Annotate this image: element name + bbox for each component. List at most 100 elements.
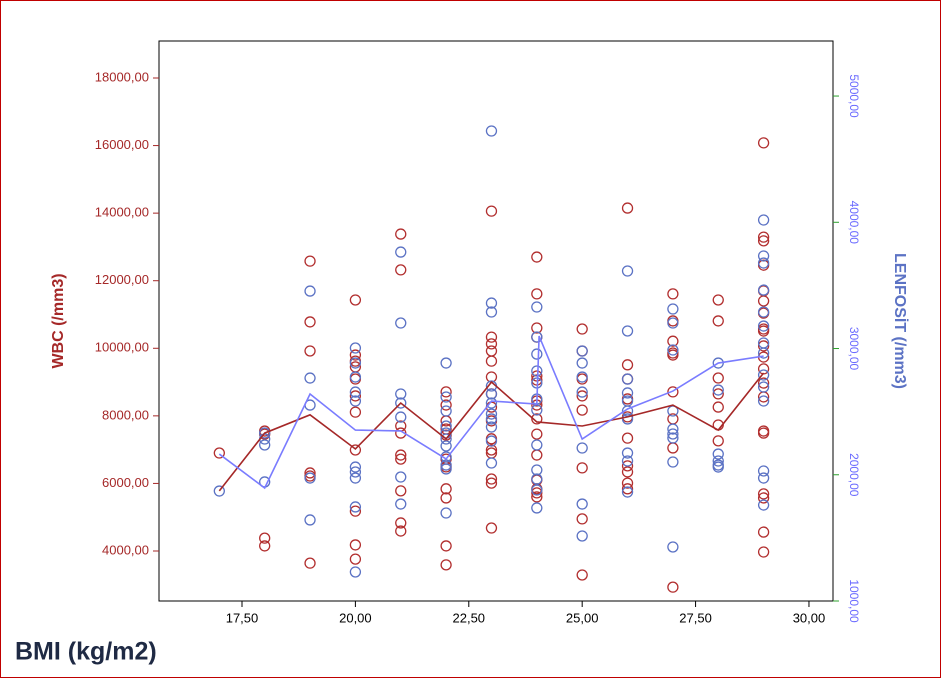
point [485,306,498,318]
point [440,483,452,495]
point [531,487,543,499]
x-axis-label: BMI (kg/m2) [15,638,157,666]
point [757,526,770,538]
y2-tick-label: 3000,00 [847,327,861,371]
point [440,357,452,369]
point [531,322,543,334]
point [531,464,543,476]
point [621,325,634,337]
point [531,449,543,461]
point [349,472,362,484]
point [531,331,543,343]
point [349,386,362,398]
point [576,569,588,581]
y-tick-label: 10000,00 [95,340,149,355]
point [757,306,770,318]
point [757,492,770,504]
point [757,347,770,359]
point [485,457,498,469]
point [667,428,679,440]
point [395,228,407,240]
y-tick-label: 6000,00 [102,475,149,490]
point [304,472,316,484]
point [440,391,452,403]
point [667,303,679,315]
x-tick-label: 30,00 [793,610,826,625]
point [395,246,407,258]
point [576,390,588,402]
point [621,486,634,498]
point [667,386,679,398]
point [712,388,724,400]
x-tick-label: 22,50 [453,610,486,625]
point [395,317,407,329]
point [757,465,770,477]
point [485,125,498,137]
point [304,345,316,357]
point [576,371,588,383]
point [757,381,770,393]
point [349,461,362,473]
point [395,485,407,497]
point [621,202,634,214]
point [440,433,452,445]
point [576,513,588,525]
point [440,405,452,417]
point [485,413,498,425]
point [667,423,679,435]
point [667,344,679,356]
point [531,428,543,440]
point [667,317,679,329]
x-tick-label: 17,50 [226,610,259,625]
point [213,447,225,459]
point [667,405,679,417]
point [576,323,588,335]
point [712,455,724,467]
point [712,448,724,460]
point [485,205,498,217]
point [485,355,498,367]
y-tick-label: 16000,00 [95,137,149,152]
point [757,214,770,226]
point [395,471,407,483]
point [667,541,679,553]
point [621,477,634,489]
point [349,406,362,418]
point [576,357,588,369]
point [440,459,452,471]
point [485,435,498,447]
point [576,442,588,454]
point [621,359,634,371]
point [349,294,362,306]
point [440,420,452,432]
x-tick-label: 27,50 [679,610,712,625]
point [304,372,316,384]
point [349,566,362,578]
y2-tick-label: 5000,00 [847,74,861,118]
point [485,477,498,489]
point [621,405,634,417]
point [712,401,724,413]
y2-axis-label: LENFOSİT (/mm3) [891,253,909,389]
y2-tick-label: 1000,00 [847,579,861,623]
point [712,384,724,396]
y-tick-label: 12000,00 [95,272,149,287]
point [485,522,498,534]
point [395,453,407,465]
point [349,466,362,478]
point [757,325,770,337]
point [213,485,225,497]
point [531,413,543,425]
plot-frame [158,40,834,602]
point [757,284,770,296]
point [757,137,770,149]
point [667,581,679,593]
y-tick-label: 4000,00 [102,542,149,557]
point [485,297,498,309]
point [304,514,316,526]
point [621,373,634,385]
point [349,395,362,407]
point [531,301,543,313]
